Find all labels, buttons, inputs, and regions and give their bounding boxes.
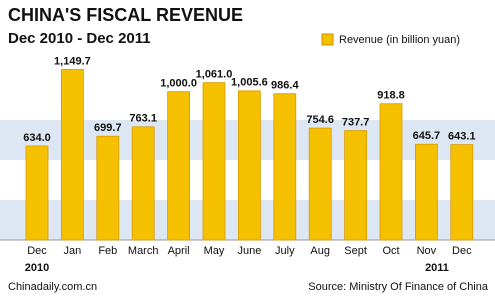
chart-subtitle: Dec 2010 - Dec 2011: [8, 30, 151, 47]
bar: [25, 145, 49, 241]
bar: [273, 93, 297, 241]
bar: [237, 90, 261, 241]
year-label: 2011: [425, 262, 449, 274]
source: Source: Ministry Of Finance of China: [308, 281, 489, 293]
year-label: 2010: [25, 262, 49, 274]
x-tick-label: Feb: [98, 245, 117, 257]
legend-swatch: [321, 33, 334, 46]
value-label: 643.1: [448, 131, 476, 143]
x-tick-label: May: [204, 245, 225, 257]
chart-title: CHINA'S FISCAL REVENUE: [8, 5, 243, 25]
bar: [167, 91, 191, 241]
value-label: 1,005.6: [231, 77, 268, 89]
bar: [379, 103, 403, 241]
x-tick-label: Dec: [452, 245, 472, 257]
value-label: 737.7: [342, 116, 370, 128]
x-tick-label: April: [168, 245, 190, 257]
value-label: 634.0: [23, 132, 51, 144]
bar: [202, 82, 226, 241]
value-label: 986.4: [271, 80, 299, 92]
value-label: 1,000.0: [160, 78, 197, 90]
x-tick-label: Nov: [417, 245, 437, 257]
bar: [450, 144, 474, 241]
value-label: 1,149.7: [54, 55, 91, 67]
value-label: 645.7: [413, 130, 441, 142]
x-tick-label: Sept: [344, 245, 367, 257]
bar: [344, 130, 368, 241]
x-tick-label: July: [275, 245, 295, 257]
value-label: 763.1: [129, 113, 157, 125]
x-tick-label: June: [237, 245, 261, 257]
bar: [61, 69, 84, 241]
credit: Chinadaily.com.cn: [8, 281, 97, 293]
x-tick-label: Jan: [64, 245, 82, 257]
value-label: 918.8: [377, 90, 405, 102]
x-tick-label: Dec: [27, 245, 47, 257]
legend-label: Revenue (in billion yuan): [339, 34, 460, 46]
bar: [96, 135, 120, 241]
x-tick-label: Oct: [382, 245, 399, 257]
x-tick-label: Aug: [310, 245, 330, 257]
value-label: 1,061.0: [196, 69, 233, 81]
bar: [131, 126, 155, 241]
value-label: 699.7: [94, 122, 122, 134]
x-tick-label: March: [128, 245, 159, 257]
bar: [414, 143, 438, 241]
value-label: 754.6: [306, 114, 334, 126]
bar: [308, 127, 332, 241]
